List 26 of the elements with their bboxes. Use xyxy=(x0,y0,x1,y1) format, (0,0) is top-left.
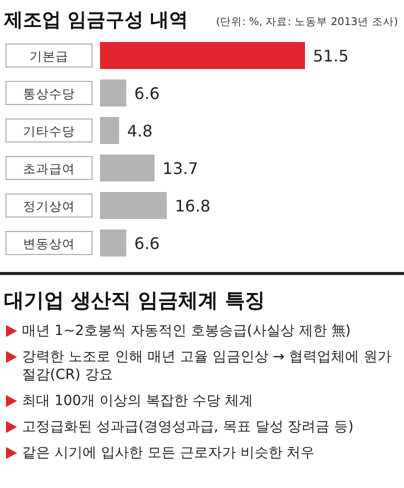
text: 대기업 생산직 임금체계 특징 xyxy=(4,287,266,314)
bar xyxy=(100,80,126,106)
text: 같은 시기에 입사한 모든 근로자가 비슷한 처우 xyxy=(22,445,315,461)
text: 고정급화된 성과급(경영성과급, 목표 달성 장려금 등) xyxy=(22,419,354,435)
data-label: 4.8 xyxy=(127,122,153,140)
bar xyxy=(100,117,120,144)
text: 최대 100개 이상의 복잡한 수당 체계 xyxy=(22,393,253,409)
bar xyxy=(100,230,126,256)
text: 강력한 노조로 인해 매년 고율 임금인상 → 협력업체에 원가절감(CR) 강요 xyxy=(22,349,392,383)
chart-title: 제조업 임금구성 내역 xyxy=(3,9,188,31)
y-tick-label: 변동상여 xyxy=(23,236,75,251)
data-label: 6.6 xyxy=(134,234,160,253)
y-tick-label: 기타수당 xyxy=(23,124,75,138)
y-tick-label: 정기상여 xyxy=(23,198,75,214)
data-label: 16.8 xyxy=(174,196,210,216)
y-tick-label: 기본급 xyxy=(30,48,68,64)
y-tick-label: 초과급여 xyxy=(23,161,75,176)
bar xyxy=(100,192,167,219)
data-label: 51.5 xyxy=(313,46,349,66)
data-label: 6.6 xyxy=(134,84,160,103)
bar xyxy=(100,42,305,69)
chart-subtitle: (단위: %, 자료: 노동부 2013년 조사) xyxy=(216,16,398,28)
text: 매년 1~2호봉씩 자동적인 호봉승급(사실상 제한 無) xyxy=(22,323,351,339)
bar xyxy=(100,154,155,182)
data-label: 13.7 xyxy=(162,159,198,178)
y-tick-label: 통상수당 xyxy=(23,86,75,101)
